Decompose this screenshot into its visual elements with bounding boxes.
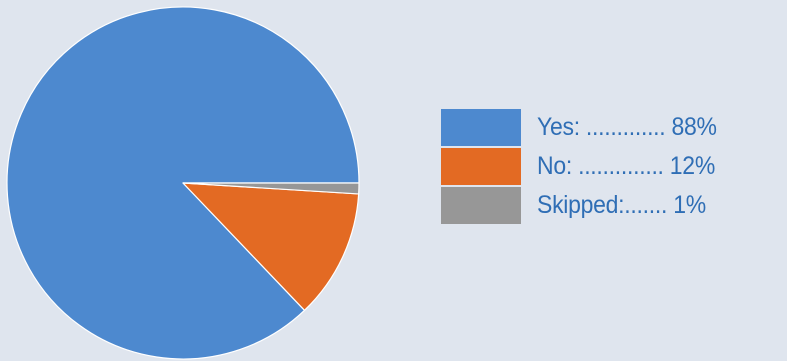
legend-item-no: No: .............. 12% [441,148,787,185]
legend-label-yes: Yes: ............. 88% [537,111,717,143]
legend-item-yes: Yes: ............. 88% [441,109,787,146]
chart-legend: Yes: ............. 88% No: .............… [441,109,787,226]
legend-swatch-no [441,148,521,185]
legend-label-no: No: .............. 12% [537,150,715,182]
legend-swatch-skipped [441,187,521,224]
legend-label-skipped: Skipped:....... 1% [537,189,706,221]
legend-swatch-yes [441,109,521,146]
legend-item-skipped: Skipped:....... 1% [441,187,787,224]
